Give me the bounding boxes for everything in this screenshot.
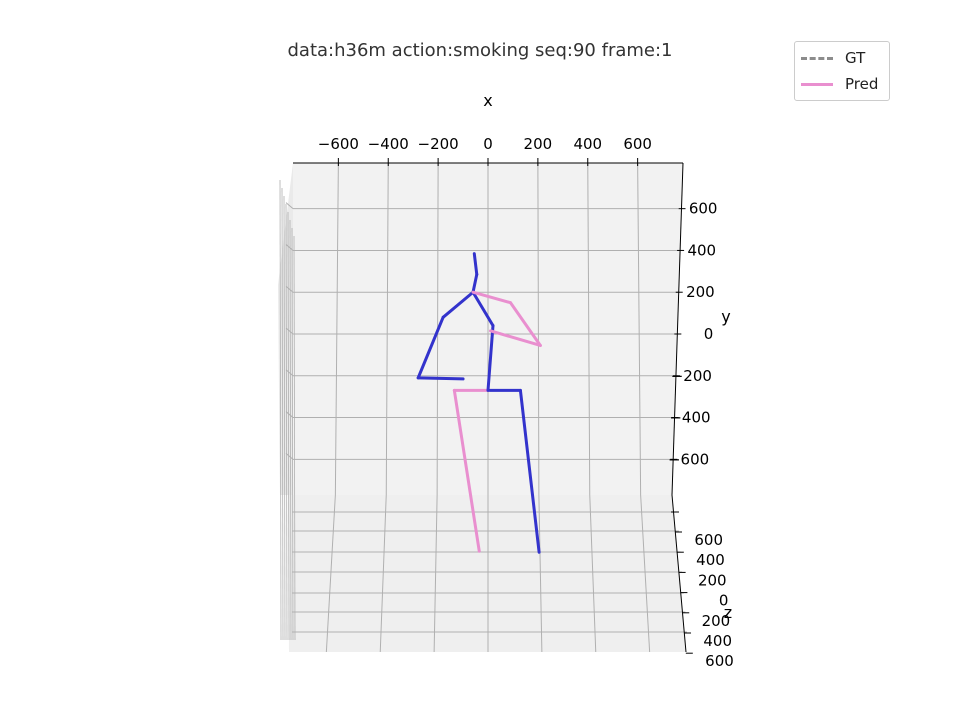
gridline-y-side xyxy=(285,369,294,377)
y-axis-line xyxy=(671,162,684,496)
y-tick-label: 400 xyxy=(687,241,716,259)
legend-item-pred: Pred xyxy=(801,74,878,94)
y-tick-label: 600 xyxy=(689,200,718,218)
z-axis-label: z xyxy=(724,603,732,622)
x-tick-label: 400 xyxy=(573,135,602,153)
gridline-side xyxy=(289,219,292,641)
gridline-side xyxy=(279,179,282,641)
z-tick-label: 600 xyxy=(705,652,734,670)
x-axis-label: x xyxy=(483,91,492,110)
gridline-x-floor xyxy=(640,494,651,653)
z-tick-label: 0 xyxy=(719,592,729,610)
legend-swatch-pred xyxy=(801,82,833,86)
x-tick-label: −400 xyxy=(368,135,409,153)
gridline-side xyxy=(281,187,284,641)
skeleton-bone xyxy=(471,272,479,294)
gridline-side xyxy=(285,203,288,641)
x-tick-label: 200 xyxy=(524,135,553,153)
skeleton-bone xyxy=(441,290,475,319)
y-tick-label: −400 xyxy=(669,409,710,427)
side-pane xyxy=(278,163,293,495)
legend-swatch-gt xyxy=(801,56,833,60)
gridline-x xyxy=(637,162,642,496)
x-tick-label: −600 xyxy=(318,135,359,153)
gridline-x-floor xyxy=(538,494,543,653)
skeleton-bone xyxy=(471,290,495,328)
gridline-y-side xyxy=(285,411,294,418)
skeleton-bone xyxy=(486,324,495,392)
x-tick-label: 0 xyxy=(483,135,493,153)
skeleton-bone xyxy=(416,376,465,381)
skeleton-bone xyxy=(508,301,542,347)
skeleton-bone xyxy=(416,315,445,380)
gridline-side xyxy=(287,211,290,641)
gridline-x-floor xyxy=(379,494,387,653)
legend: GT Pred xyxy=(794,41,890,101)
legend-item-gt: GT xyxy=(801,48,865,68)
gridline-y-side xyxy=(285,327,294,335)
y-axis-label: y xyxy=(721,307,730,326)
legend-label-gt: GT xyxy=(845,49,866,67)
y-tick-label: 200 xyxy=(686,283,715,301)
floor-pane xyxy=(288,495,686,652)
x-tick-label: 600 xyxy=(623,135,652,153)
y-tick-label: −200 xyxy=(671,367,712,385)
skeleton-bone xyxy=(452,388,481,553)
gridline-x-floor xyxy=(589,494,597,653)
skeleton-bone xyxy=(472,252,479,276)
x-tick-label: −200 xyxy=(418,135,459,153)
y-tick-label: 0 xyxy=(704,325,714,343)
gridline-x xyxy=(385,162,389,496)
legend-label-pred: Pred xyxy=(845,75,879,93)
skeleton-bone xyxy=(518,388,541,554)
gridline-x xyxy=(587,162,591,496)
gridline-y-side xyxy=(285,452,294,460)
gridline-side xyxy=(293,235,296,641)
gridline-x xyxy=(334,162,339,496)
skeleton-bone xyxy=(471,290,512,305)
y-tick-label: −600 xyxy=(668,450,709,468)
z-axis-line xyxy=(671,494,687,653)
gridline-x xyxy=(537,162,540,496)
gridline-side xyxy=(291,227,294,641)
gridline-x-floor xyxy=(325,494,336,653)
z-tick-label: 400 xyxy=(696,551,725,569)
z-tick-label: 600 xyxy=(694,531,723,549)
gridline-x-floor xyxy=(433,494,438,653)
skeleton-bone xyxy=(488,329,542,347)
z-tick-label: 400 xyxy=(703,632,732,650)
chart-title: data:h36m action:smoking seq:90 frame:1 xyxy=(287,40,673,61)
z-tick-label: 200 xyxy=(702,612,731,630)
gridline-side xyxy=(283,195,286,641)
gridline-y-side xyxy=(285,202,294,210)
z-tick-label: 200 xyxy=(698,571,727,589)
